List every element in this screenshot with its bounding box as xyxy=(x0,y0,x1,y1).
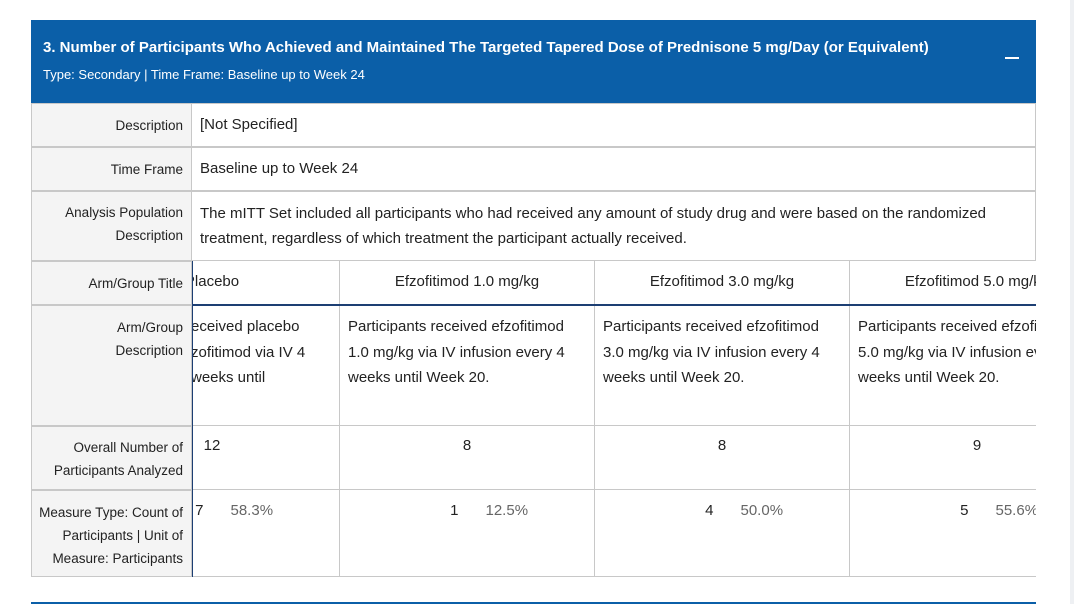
arm-title: Efzofitimod 5.0 mg/kg xyxy=(904,273,1036,290)
info-value: [Not Specified] xyxy=(192,103,1036,147)
info-label: Time Frame xyxy=(31,147,192,191)
arms-table: Placebo eceived placebo zofitimod via IV … xyxy=(192,261,1036,577)
info-value-text: [Not Specified] xyxy=(200,116,298,133)
participant-percent: 50.0% xyxy=(740,502,784,519)
arm-title: Placebo xyxy=(192,273,240,290)
info-label-text: Time Frame xyxy=(110,162,183,177)
arm-description: Participants received efzofitimod 3.0 mg… xyxy=(603,318,820,386)
info-value: The mITT Set included all participants w… xyxy=(192,191,1036,261)
measure-cell: 5 55.6% xyxy=(850,490,1036,577)
arm-description-cell: Participants received efzofitimod 5.0 mg… xyxy=(850,305,1036,426)
info-value-text: The mITT Set included all participants w… xyxy=(200,205,987,247)
participant-percent: 55.6% xyxy=(995,502,1037,519)
participant-count: 1 xyxy=(450,502,459,519)
row-label-text: Arm/Group Description xyxy=(115,320,183,358)
overall-cell: 9 xyxy=(850,426,1036,490)
participant-percent: 58.3% xyxy=(230,502,274,519)
arm-title-cell: Efzofitimod 3.0 mg/kg xyxy=(595,261,850,305)
arm-title: Efzofitimod 3.0 mg/kg xyxy=(649,273,795,290)
participant-count: 7 xyxy=(195,502,204,519)
arm-description: Participants received efzofitimod 1.0 mg… xyxy=(348,318,565,386)
row-label-text: Measure Type: Count of Participants | Un… xyxy=(39,505,183,566)
arm-description-cell: eceived placebo zofitimod via IV 4 weeks… xyxy=(192,305,340,426)
overall-number: 12 xyxy=(203,437,221,454)
arm-title-cell: Placebo xyxy=(192,261,340,305)
measure-subtitle: Type: Secondary | Time Frame: Baseline u… xyxy=(43,67,365,82)
measure-title: 3. Number of Participants Who Achieved a… xyxy=(43,39,929,56)
header-divider xyxy=(31,304,1036,306)
info-label-text: Analysis Population Description xyxy=(65,205,183,243)
overall-cell: 8 xyxy=(340,426,595,490)
next-measure-border xyxy=(31,602,1036,604)
arm-title-cell: Efzofitimod 5.0 mg/kg xyxy=(850,261,1036,305)
collapse-icon[interactable] xyxy=(1005,57,1019,59)
arm-description: eceived placebo zofitimod via IV 4 weeks… xyxy=(192,318,306,386)
arm-title-cell: Efzofitimod 1.0 mg/kg xyxy=(340,261,595,305)
arm-description-cell: Participants received efzofitimod 1.0 mg… xyxy=(340,305,595,426)
info-label: Description xyxy=(31,103,192,147)
participant-count: 4 xyxy=(705,502,714,519)
participant-count: 5 xyxy=(960,502,969,519)
row-label-text: Overall Number of Participants Analyzed xyxy=(53,440,183,478)
overall-cell: 12 xyxy=(192,426,340,490)
measure-cell: 4 50.0% xyxy=(595,490,850,577)
column-divider xyxy=(191,261,193,577)
row-label: Arm/Group Description xyxy=(31,305,192,426)
participant-percent: 12.5% xyxy=(485,502,529,519)
info-label-text: Description xyxy=(115,118,183,133)
row-label-text: Arm/Group Title xyxy=(88,276,183,291)
arm-title: Efzofitimod 1.0 mg/kg xyxy=(394,273,540,290)
measure-cell: 1 12.5% xyxy=(340,490,595,577)
arm-description: Participants received efzofitimod 5.0 mg… xyxy=(858,318,1036,386)
row-label: Measure Type: Count of Participants | Un… xyxy=(31,490,192,577)
info-value: Baseline up to Week 24 xyxy=(192,147,1036,191)
scrollbar[interactable] xyxy=(1070,0,1074,604)
overall-number: 9 xyxy=(972,437,982,454)
measure-cell: 7 58.3% xyxy=(192,490,340,577)
row-label: Overall Number of Participants Analyzed xyxy=(31,426,192,490)
arm-description-cell: Participants received efzofitimod 3.0 mg… xyxy=(595,305,850,426)
overall-number: 8 xyxy=(462,437,472,454)
overall-cell: 8 xyxy=(595,426,850,490)
overall-number: 8 xyxy=(717,437,727,454)
row-label: Arm/Group Title xyxy=(31,261,192,305)
measure-header[interactable]: 3. Number of Participants Who Achieved a… xyxy=(31,20,1036,103)
info-value-text: Baseline up to Week 24 xyxy=(200,160,359,177)
info-label: Analysis Population Description xyxy=(31,191,192,261)
